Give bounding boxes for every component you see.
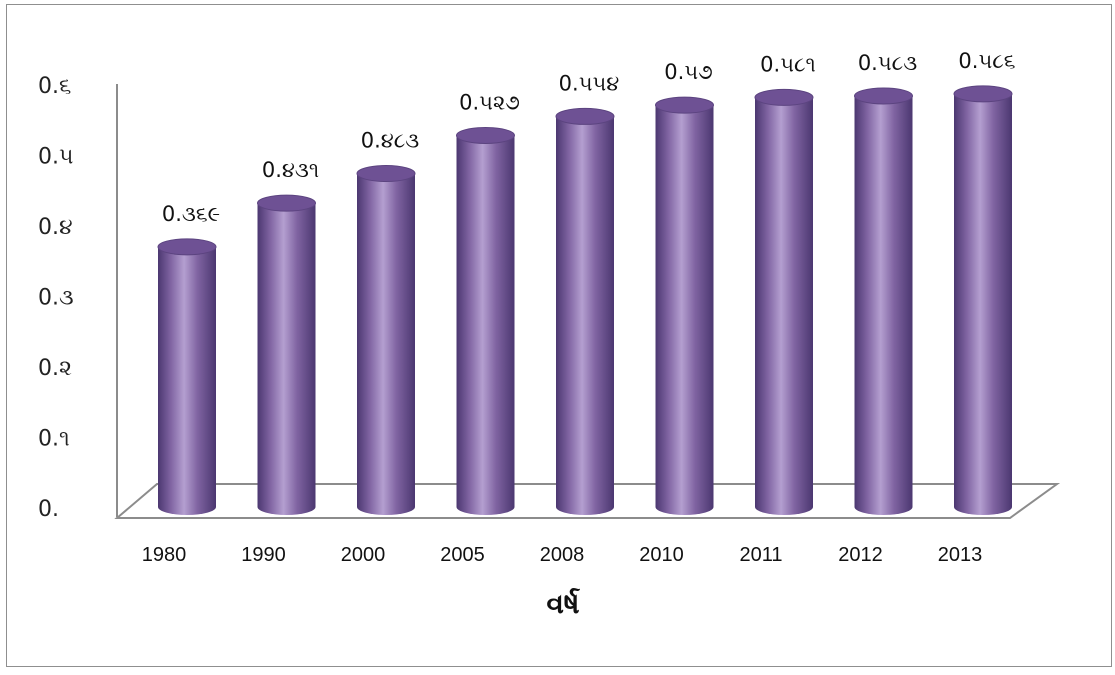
- x-tick-label: 2012: [838, 544, 883, 566]
- data-label: 0.૫૭: [664, 60, 712, 84]
- bar-body: [257, 203, 316, 515]
- bar: [555, 107, 615, 516]
- bar: [456, 126, 515, 515]
- bar-top: [257, 194, 316, 212]
- data-label: 0.૫૨૭: [459, 90, 520, 114]
- bar-top: [157, 238, 217, 256]
- data-label: 0.૫૮૬: [958, 49, 1015, 73]
- bar: [754, 88, 814, 516]
- bar-body: [954, 93, 1012, 516]
- bar-top: [754, 88, 814, 106]
- x-tick-label: 2005: [440, 544, 485, 566]
- bar-body: [158, 246, 216, 516]
- y-tick-label: 0.૫: [38, 145, 73, 170]
- bar-top: [953, 85, 1013, 103]
- x-tick-label: 2011: [739, 544, 782, 566]
- data-label: 0.૪૮૩: [361, 129, 420, 153]
- bar: [356, 165, 416, 515]
- bar-top: [456, 126, 515, 144]
- bar: [655, 96, 714, 516]
- bar: [257, 194, 316, 515]
- x-tick-label: 2013: [938, 544, 983, 566]
- bars: [157, 85, 1013, 516]
- data-label: 0.૫૮૧: [760, 52, 816, 76]
- bar: [854, 87, 913, 516]
- bar-body: [456, 135, 515, 515]
- bar-top: [356, 165, 416, 183]
- bar: [157, 238, 217, 516]
- y-axis-ticks: 0. 0.૧ 0.૨ 0.૩ 0.૪ 0.૫ 0.૬: [38, 74, 74, 522]
- y-tick-label: 0.૧: [38, 427, 70, 452]
- x-tick-label: 1980: [142, 544, 187, 566]
- x-tick-label: 2008: [540, 544, 585, 566]
- data-labels: 0.૩૬૯ 0.૪૩૧ 0.૪૮૩ 0.૫૨૭ 0.૫૫૪ 0.૫૭ 0.૫૮૧ 0.૫૮૩ 0…: [162, 49, 1016, 226]
- bar-body: [556, 116, 614, 516]
- y-tick-label: 0.: [38, 497, 59, 522]
- bar-top: [655, 96, 714, 114]
- bar-body: [854, 95, 913, 516]
- y-tick-label: 0.૩: [38, 286, 74, 311]
- bar-body: [655, 105, 714, 516]
- data-label: 0.૫૮૩: [858, 51, 917, 75]
- data-label: 0.૩૬૯: [162, 202, 220, 226]
- y-tick-label: 0.૬: [38, 74, 71, 99]
- bar-top: [555, 107, 615, 125]
- y-tick-label: 0.૨: [38, 356, 72, 381]
- bar-top: [854, 87, 913, 105]
- x-tick-label: 2010: [639, 544, 684, 566]
- bar: [953, 85, 1013, 516]
- x-axis-ticks: 1980 1990 2000 2005 2008 2010 2011 2012 2013: [142, 544, 983, 566]
- x-tick-label: 1990: [241, 544, 286, 566]
- data-label: 0.૪૩૧: [262, 158, 319, 182]
- bar-body: [755, 97, 813, 516]
- bar-body: [357, 173, 415, 515]
- x-axis-title: વર્ષ: [546, 587, 580, 620]
- y-tick-label: 0.૪: [38, 215, 73, 240]
- data-label: 0.૫૫૪: [559, 71, 620, 95]
- x-tick-label: 2000: [341, 544, 386, 566]
